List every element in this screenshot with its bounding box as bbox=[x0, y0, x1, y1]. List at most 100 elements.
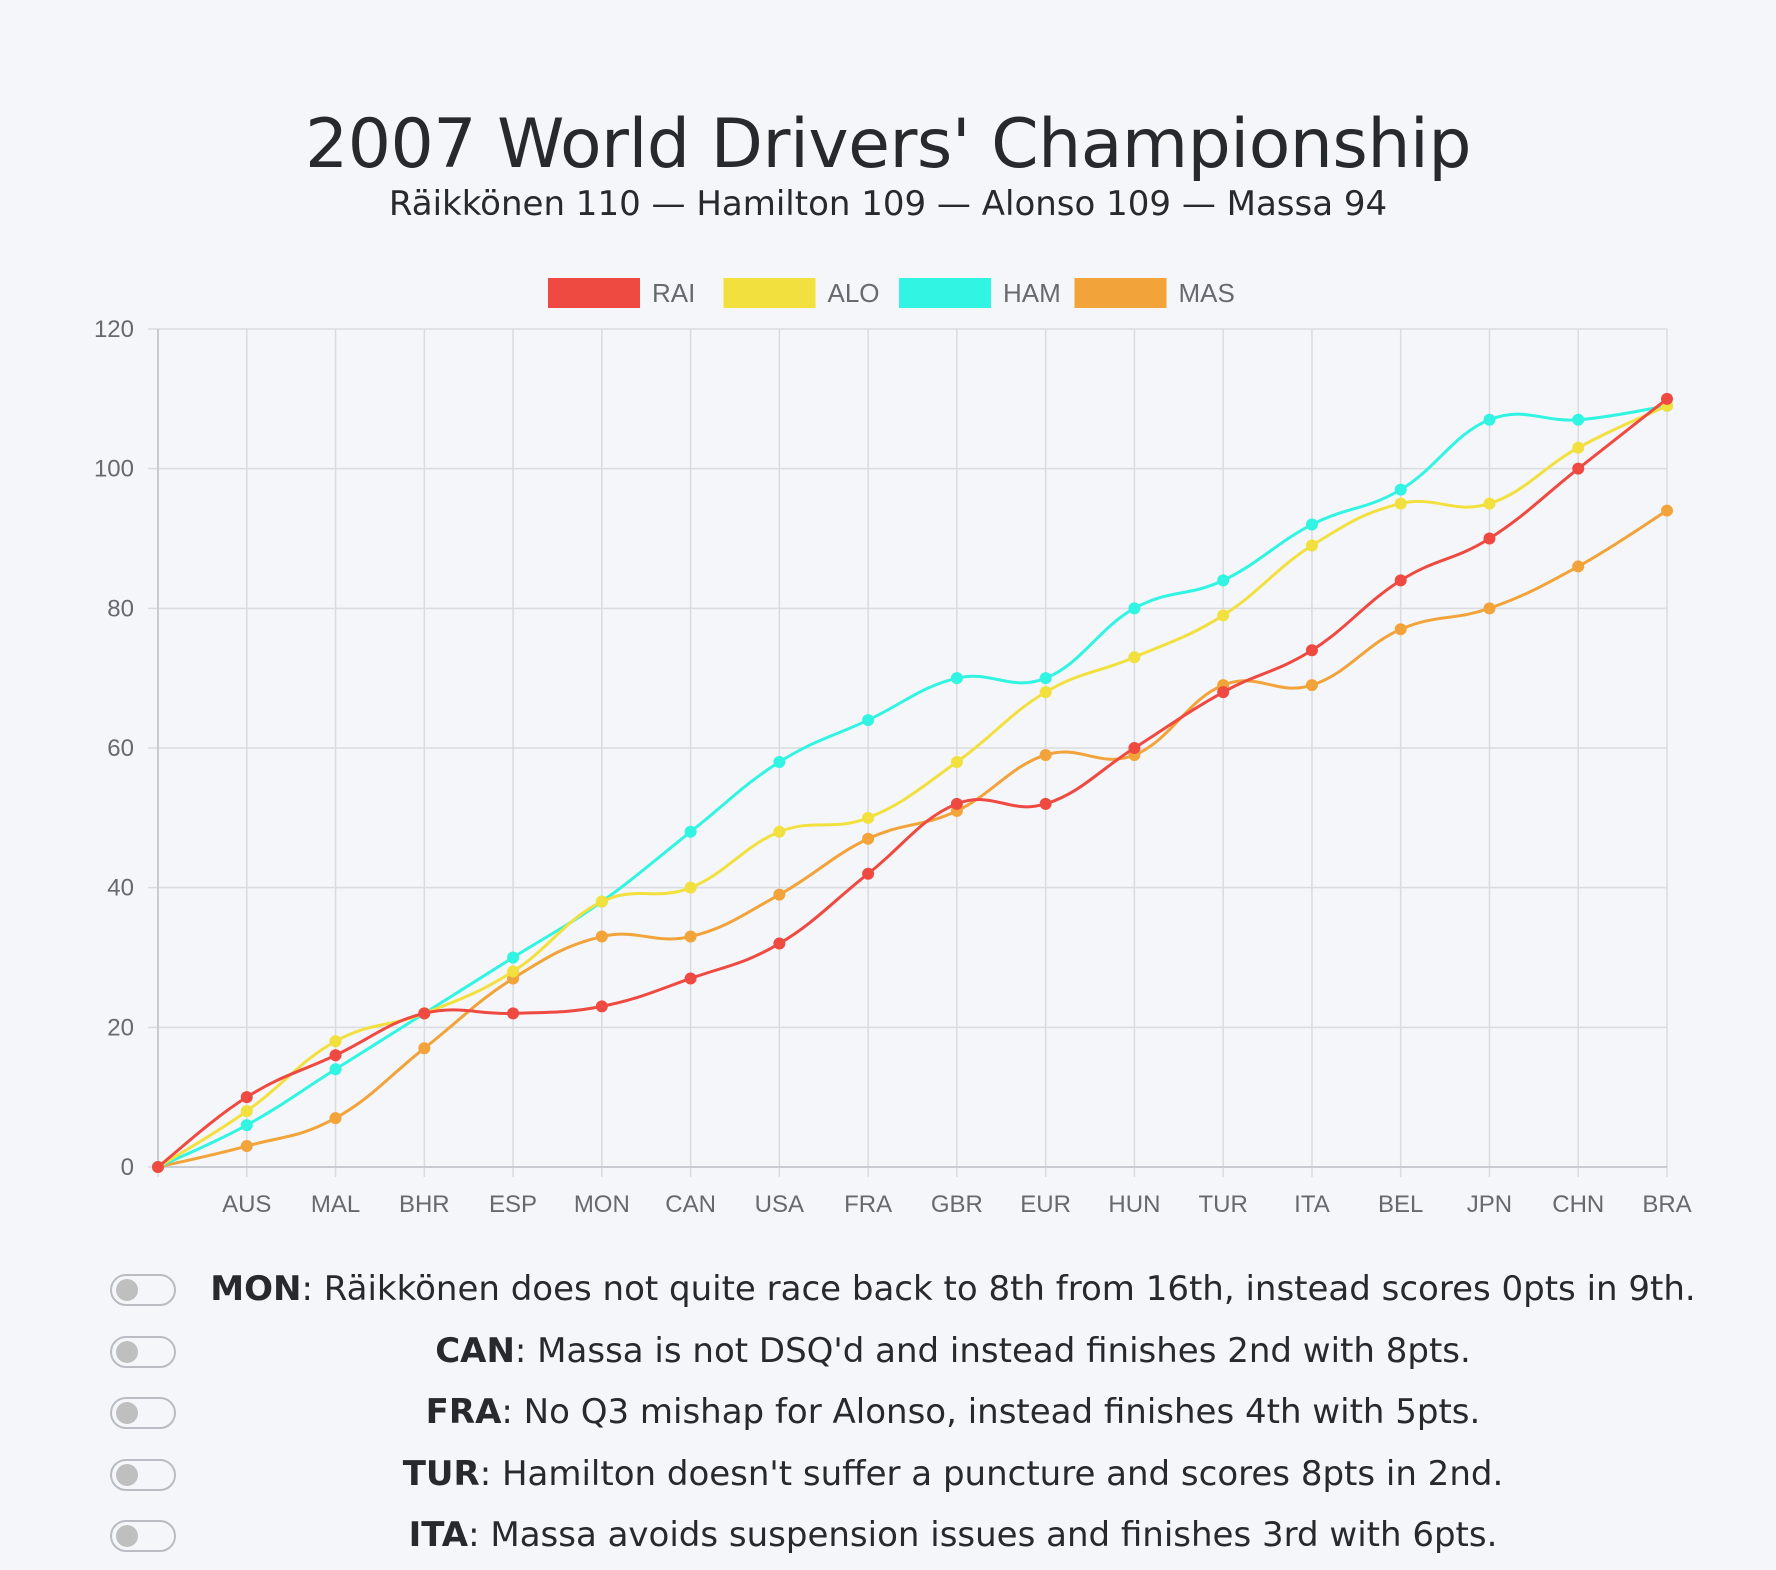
data-point-alo bbox=[1039, 686, 1052, 699]
data-point-rai bbox=[507, 1007, 520, 1020]
legend-label-rai: RAI bbox=[652, 278, 695, 308]
x-tick-label: ESP bbox=[489, 1191, 537, 1218]
legend-label-alo: ALO bbox=[828, 278, 880, 308]
legend-swatch-alo bbox=[723, 278, 816, 308]
data-point-rai bbox=[1572, 462, 1585, 475]
data-point-alo bbox=[240, 1105, 253, 1118]
championship-line-chart: 0 20 40 60 80 100 120 AUS MAL BHR ESP MON CAN USA FRA G… bbox=[94, 278, 1692, 1218]
scenario-race: MON bbox=[210, 1269, 302, 1309]
scenario-toggle-list: MON: Räikkönen does not quite race back … bbox=[0, 1262, 1776, 1570]
scenario-description: : Massa is not DSQ'd and instead finishe… bbox=[514, 1330, 1471, 1371]
data-point-ham bbox=[1572, 413, 1585, 426]
scenario-row-tur: TUR: Hamilton doesn't suffer a puncture … bbox=[0, 1447, 1776, 1509]
data-point-ham bbox=[1128, 602, 1141, 615]
toggle-knob bbox=[116, 1463, 138, 1486]
data-point-ham bbox=[1394, 483, 1407, 496]
data-point-ham bbox=[684, 825, 697, 838]
data-point-ham bbox=[329, 1063, 342, 1076]
scenario-toggle-mon[interactable] bbox=[110, 1274, 176, 1306]
data-point-rai bbox=[1217, 686, 1230, 699]
data-point-rai bbox=[1039, 797, 1052, 810]
data-point-rai bbox=[773, 937, 786, 950]
data-point-mas bbox=[773, 888, 786, 901]
legend-swatch-rai bbox=[548, 278, 640, 308]
data-point-rai bbox=[1394, 574, 1407, 587]
data-point-ham bbox=[1217, 574, 1230, 587]
data-point-mas bbox=[595, 930, 608, 943]
legend-swatch-ham bbox=[899, 278, 991, 308]
x-tick-label: BHR bbox=[399, 1191, 450, 1218]
scenario-row-ita: ITA: Massa avoids suspension issues and … bbox=[0, 1508, 1776, 1570]
y-tick-label: 80 bbox=[107, 595, 134, 622]
toggle-knob bbox=[116, 1340, 138, 1363]
data-point-mas bbox=[329, 1112, 342, 1125]
x-tick-label: EUR bbox=[1020, 1191, 1071, 1218]
x-tick-label: AUS bbox=[222, 1191, 271, 1218]
scenario-toggle-can[interactable] bbox=[110, 1335, 176, 1368]
x-tick-label: JPN bbox=[1467, 1191, 1512, 1218]
data-point-mas bbox=[240, 1140, 253, 1153]
x-tick-label: BRA bbox=[1642, 1191, 1691, 1218]
scenario-toggle-tur[interactable] bbox=[110, 1458, 176, 1491]
data-point-alo bbox=[1217, 609, 1230, 622]
data-point-ham bbox=[1039, 672, 1052, 685]
page-title: 2007 World Drivers' Championship bbox=[305, 104, 1471, 184]
y-tick-label: 0 bbox=[121, 1154, 134, 1181]
scenario-row-can: CAN: Massa is not DSQ'd and instead fini… bbox=[0, 1324, 1776, 1386]
data-point-alo bbox=[1483, 497, 1496, 510]
data-point-mas bbox=[1572, 560, 1585, 573]
scenario-race: FRA bbox=[425, 1392, 502, 1432]
data-point-rai bbox=[950, 797, 963, 810]
data-point-alo bbox=[1128, 651, 1141, 664]
x-tick-label: FRA bbox=[844, 1191, 892, 1218]
data-point-rai bbox=[1661, 392, 1673, 405]
x-tick-label: CAN bbox=[665, 1191, 716, 1218]
scenario-race: CAN bbox=[435, 1330, 515, 1371]
data-point-alo bbox=[329, 1035, 342, 1048]
data-point-alo bbox=[1394, 497, 1407, 510]
scenario-text: TUR: Hamilton doesn't suffer a puncture … bbox=[200, 1453, 1706, 1496]
data-point-alo bbox=[1305, 539, 1318, 552]
data-point-rai bbox=[1305, 644, 1318, 657]
scenario-description: : Räikkönen does not quite race back to … bbox=[301, 1269, 1696, 1309]
scenario-text: ITA: Massa avoids suspension issues and … bbox=[200, 1514, 1706, 1557]
data-point-ham bbox=[862, 714, 875, 727]
scenario-text: MON: Räikkönen does not quite race back … bbox=[200, 1268, 1706, 1311]
data-point-mas bbox=[418, 1042, 431, 1055]
data-point-rai bbox=[329, 1049, 342, 1062]
toggle-knob bbox=[116, 1525, 138, 1547]
data-point-ham bbox=[773, 755, 786, 768]
data-point-rai bbox=[240, 1091, 253, 1104]
x-tick-label: ITA bbox=[1294, 1191, 1330, 1218]
y-tick-label: 20 bbox=[107, 1014, 134, 1041]
data-point-rai bbox=[418, 1007, 431, 1020]
scenario-description: : Hamilton doesn't suffer a puncture and… bbox=[479, 1453, 1504, 1494]
data-point-rai bbox=[1128, 742, 1141, 754]
x-tick-label: TUR bbox=[1199, 1191, 1248, 1218]
data-point-rai bbox=[684, 972, 697, 985]
data-point-ham bbox=[1483, 413, 1496, 426]
scenario-toggle-ita[interactable] bbox=[110, 1520, 176, 1552]
data-point-alo bbox=[773, 825, 786, 838]
data-point-alo bbox=[507, 965, 520, 978]
y-tick-label: 120 bbox=[94, 316, 134, 343]
scenario-text: FRA: No Q3 mishap for Alonso, instead fi… bbox=[200, 1391, 1706, 1434]
legend-swatch-mas bbox=[1074, 278, 1167, 308]
data-point-rai bbox=[862, 867, 875, 880]
data-point-mas bbox=[862, 832, 875, 845]
series-line-alo bbox=[157, 404, 1668, 1169]
data-point-ham bbox=[507, 951, 520, 964]
x-tick-label: MAL bbox=[311, 1191, 360, 1218]
data-point-rai bbox=[595, 1000, 608, 1013]
data-point-rai bbox=[152, 1161, 164, 1173]
y-tick-label: 40 bbox=[107, 875, 134, 902]
scenario-toggle-fra[interactable] bbox=[110, 1397, 176, 1429]
data-point-ham bbox=[240, 1119, 253, 1132]
legend-label-mas: MAS bbox=[1179, 278, 1235, 308]
x-tick-label: MON bbox=[574, 1191, 630, 1218]
scenario-text: CAN: Massa is not DSQ'd and instead fini… bbox=[200, 1330, 1706, 1373]
series-line-ham bbox=[157, 404, 1668, 1169]
data-point-alo bbox=[684, 881, 697, 894]
data-point-alo bbox=[1572, 441, 1585, 454]
x-tick-label: GBR bbox=[931, 1191, 983, 1218]
